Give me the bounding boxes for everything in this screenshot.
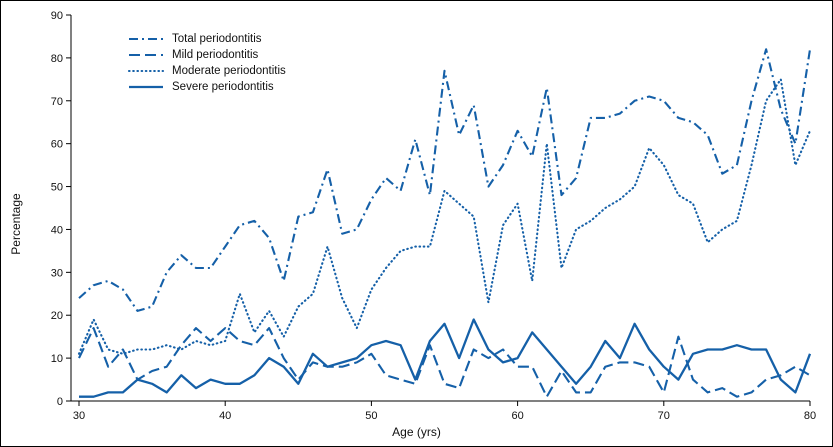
x-tick-label: 30 (73, 410, 85, 422)
x-axis-title: Age (yrs) (392, 425, 441, 439)
series-line-mild (78, 327, 811, 398)
legend-item-severe: Severe periodontitis (127, 81, 286, 93)
legend-label-moderate: Moderate periodontitis (172, 65, 286, 77)
y-tick-label: 60 (51, 139, 63, 151)
series-line-total (78, 48, 812, 312)
legend: Total periodontitis Mild periodontitis M… (127, 33, 286, 93)
y-tick-label: 30 (51, 267, 63, 279)
legend-label-mild: Mild periodontitis (172, 49, 259, 61)
moderate-line-swatch-icon (127, 69, 165, 73)
x-tick-label: 50 (365, 410, 377, 422)
y-tick-label: 10 (51, 353, 63, 365)
x-tick-label: 40 (219, 410, 231, 422)
legend-item-mild: Mild periodontitis (127, 49, 286, 61)
series-line-severe (79, 318, 812, 398)
x-tick-label: 80 (804, 410, 816, 422)
legend-label-total: Total periodontitis (172, 33, 262, 45)
series-line-moderate (77, 78, 812, 355)
y-tick-label: 20 (51, 310, 63, 322)
y-tick-label: 80 (51, 53, 63, 65)
y-tick-label: 90 (51, 10, 63, 22)
y-axis-title: Percentage (9, 192, 23, 255)
x-tick-label: 70 (658, 410, 670, 422)
y-tick-label: 40 (51, 224, 63, 236)
legend-item-total: Total periodontitis (127, 33, 286, 45)
x-tick-label: 60 (511, 410, 523, 422)
mild-line-swatch-icon (129, 53, 163, 57)
y-tick-label: 50 (51, 182, 63, 194)
legend-label-severe: Severe periodontitis (172, 81, 274, 93)
y-tick-label: 70 (51, 96, 63, 108)
y-tick-label: 0 (57, 396, 63, 408)
severe-line-swatch-icon (129, 85, 163, 89)
total-line-swatch-icon (129, 37, 163, 41)
legend-item-moderate: Moderate periodontitis (127, 65, 286, 77)
